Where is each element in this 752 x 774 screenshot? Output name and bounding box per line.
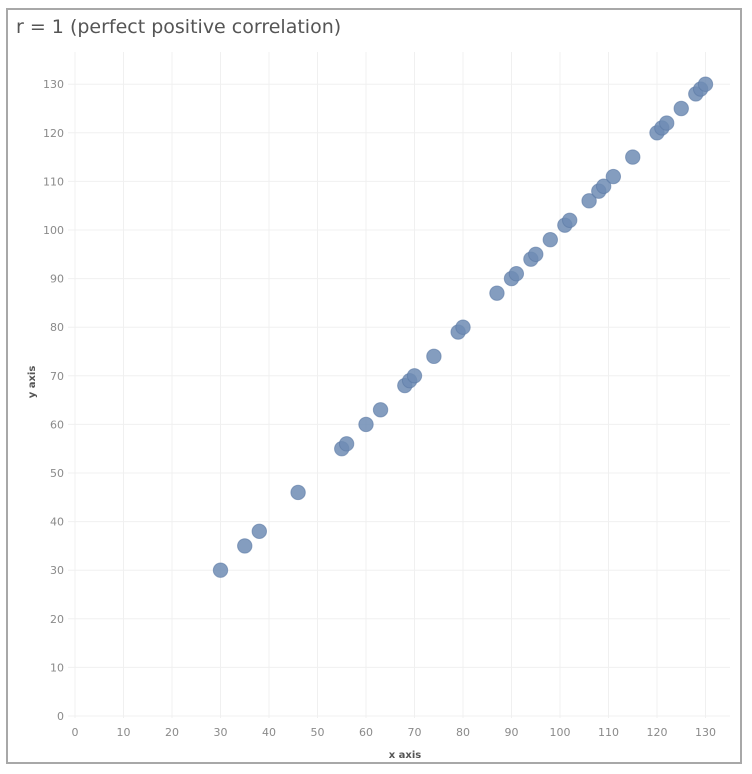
- data-point: [595, 178, 612, 194]
- data-point: [426, 348, 442, 365]
- data-point: [581, 193, 597, 209]
- x-tick-label: 120: [647, 726, 668, 739]
- y-tick-label: 70: [50, 370, 64, 383]
- y-tick-label: 110: [43, 175, 64, 188]
- x-tick-label: 20: [165, 726, 179, 739]
- data-point: [605, 168, 622, 185]
- data-point: [372, 402, 389, 418]
- data-point: [562, 212, 578, 228]
- y-tick-labels: 0 10 20 30 40 50 60 70 80 90 100 110 120 130: [43, 78, 64, 723]
- data-point: [358, 416, 374, 433]
- x-tick-label: 70: [408, 726, 422, 739]
- x-tick-label: 0: [72, 726, 79, 739]
- data-point: [659, 115, 675, 131]
- y-tick-label: 50: [50, 467, 64, 480]
- x-tick-label: 90: [505, 726, 519, 739]
- data-point: [338, 436, 355, 452]
- y-tick-label: 60: [50, 418, 64, 431]
- y-tick-label: 130: [43, 78, 64, 91]
- data-point: [290, 484, 306, 501]
- x-tick-labels: 0 10 20 30 40 50 60 70 80 90 100 110 120 130: [72, 726, 717, 739]
- x-tick-label: 110: [598, 726, 619, 739]
- chart-title: r = 1 (perfect positive correlation): [16, 16, 342, 38]
- data-point: [212, 562, 229, 578]
- y-tick-label: 10: [50, 661, 64, 674]
- x-tick-label: 10: [117, 726, 131, 739]
- y-tick-label: 40: [50, 516, 64, 529]
- x-tick-label: 100: [550, 726, 571, 739]
- x-tick-label: 130: [695, 726, 716, 739]
- y-axis-title: y axis: [27, 366, 38, 399]
- y-tick-label: 120: [43, 127, 64, 140]
- y-tick-label: 80: [50, 321, 64, 334]
- data-points: [212, 76, 714, 578]
- y-tick-label: 20: [50, 613, 64, 626]
- data-point: [508, 266, 525, 282]
- x-tick-label: 80: [456, 726, 470, 739]
- y-tick-label: 30: [50, 564, 64, 577]
- data-point: [455, 319, 471, 335]
- data-point: [251, 523, 267, 540]
- data-point: [489, 285, 505, 301]
- y-tick-label: 90: [50, 273, 64, 286]
- y-tick-label: 0: [57, 710, 64, 723]
- data-point: [625, 149, 641, 165]
- y-tick-label: 100: [43, 224, 64, 237]
- data-point: [237, 538, 253, 554]
- x-axis-title: x axis: [389, 750, 422, 761]
- data-point: [406, 368, 423, 384]
- x-tick-label: 50: [311, 726, 325, 739]
- data-point: [542, 232, 558, 248]
- x-tick-label: 30: [214, 726, 228, 739]
- data-point: [528, 246, 544, 263]
- chart-frame: [6, 8, 742, 764]
- x-tick-label: 60: [359, 726, 373, 739]
- data-point: [697, 76, 714, 92]
- data-point: [673, 100, 689, 117]
- x-tick-label: 40: [262, 726, 276, 739]
